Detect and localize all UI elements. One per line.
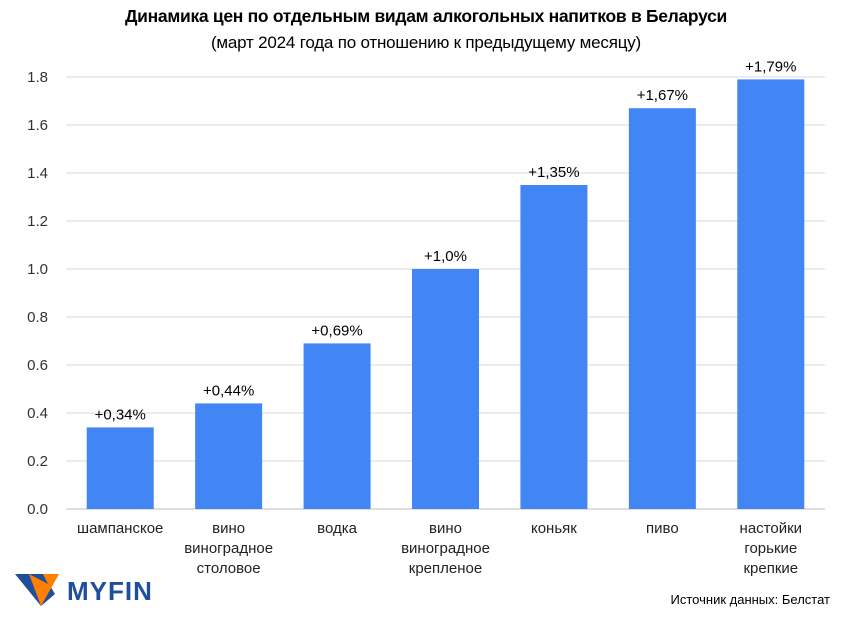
x-tick-label: вино виноградное столовое [184, 520, 273, 577]
bar [195, 403, 263, 509]
x-tick-label: пиво [646, 520, 679, 537]
bar [737, 79, 805, 510]
chart-title: Динамика цен по отдельным видам алкоголь… [125, 6, 727, 26]
data-label: +1,67% [637, 87, 688, 104]
data-label: +0,44% [203, 382, 254, 399]
y-tick-label: 0.6 [27, 357, 48, 374]
data-label: +0,34% [95, 406, 146, 423]
y-tick-label: 1.8 [27, 69, 48, 86]
y-tick-label: 0.8 [27, 309, 48, 326]
bar [412, 269, 479, 509]
bar [628, 108, 696, 509]
y-tick-label: 1.2 [27, 213, 48, 230]
logo-mark-icon: MYFIN [15, 574, 153, 606]
x-tick-label: вино виноградное крепленое [401, 520, 490, 577]
bar [86, 427, 154, 509]
x-tick-label: настойки горькие крепкие [740, 520, 803, 577]
source-note: Источник данных: Белстат [670, 592, 830, 607]
data-label: +0,69% [311, 322, 362, 339]
y-tick-label: 1.4 [27, 165, 48, 182]
y-tick-label: 0.4 [27, 405, 48, 422]
data-label: +1,35% [528, 164, 579, 181]
y-tick-label: 0.2 [27, 453, 48, 470]
myfin-logo: MYFIN [15, 572, 175, 613]
y-tick-label: 0.0 [27, 501, 48, 518]
y-tick-label: 1.0 [27, 261, 48, 278]
chart-subtitle: (март 2024 года по отношению к предыдуще… [210, 33, 642, 52]
x-tick-label: шампанское [77, 520, 163, 537]
data-label: +1,0% [424, 248, 467, 265]
bar [303, 343, 371, 509]
data-label: +1,79% [745, 58, 796, 75]
svg-text:MYFIN: MYFIN [67, 576, 153, 606]
bar [520, 185, 588, 509]
y-tick-label: 1.6 [27, 117, 48, 134]
x-tick-label: водка [317, 520, 357, 537]
x-tick-label: коньяк [531, 520, 577, 537]
